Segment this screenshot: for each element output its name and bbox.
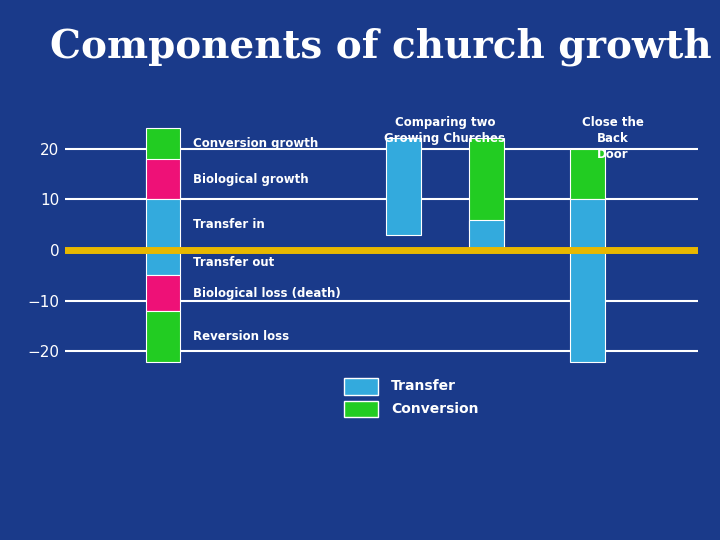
- Text: Biological growth: Biological growth: [193, 172, 309, 186]
- Bar: [145, 129, 181, 199]
- Bar: [343, 401, 379, 417]
- Bar: [145, 199, 181, 250]
- Bar: [387, 138, 421, 149]
- Bar: [469, 220, 503, 250]
- Bar: [145, 275, 181, 311]
- Bar: [343, 379, 379, 395]
- Text: Close the
Back
Door: Close the Back Door: [582, 116, 644, 160]
- Bar: [570, 199, 605, 362]
- Text: Transfer in: Transfer in: [193, 218, 265, 231]
- Text: Transfer out: Transfer out: [193, 256, 274, 269]
- Text: Transfer: Transfer: [391, 380, 456, 394]
- Text: Biological loss (death): Biological loss (death): [193, 287, 341, 300]
- Bar: [570, 148, 605, 199]
- Text: Conversion: Conversion: [391, 402, 479, 416]
- Bar: [145, 311, 181, 362]
- Text: Conversion growth: Conversion growth: [193, 137, 318, 150]
- Bar: [145, 250, 181, 275]
- Bar: [145, 159, 181, 199]
- Text: Components of church growth: Components of church growth: [50, 27, 712, 65]
- Text: Reversion loss: Reversion loss: [193, 330, 289, 343]
- Bar: [469, 138, 503, 230]
- Bar: [387, 138, 421, 235]
- Text: Comparing two
Growing Churches: Comparing two Growing Churches: [384, 116, 505, 145]
